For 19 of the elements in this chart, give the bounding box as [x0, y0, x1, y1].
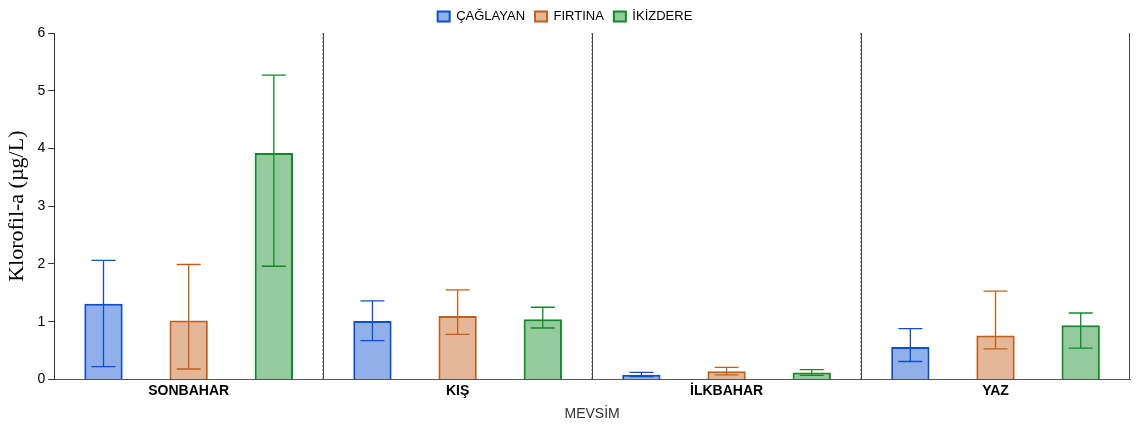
legend-label: FIRTINA — [553, 8, 605, 24]
x-tick-label: SONBAHAR — [148, 381, 230, 398]
x-tick-label: YAZ — [982, 381, 1010, 398]
y-tick-label: 2 — [37, 254, 46, 271]
y-tick-label: 3 — [37, 197, 46, 214]
y-tick-label: 5 — [37, 81, 46, 98]
x-tick-label: KIŞ — [445, 381, 470, 398]
bar — [792, 372, 831, 379]
x-axis-title: MEVSİM — [564, 404, 620, 422]
legend-label: ÇAĞLAYAN — [456, 8, 526, 24]
bar — [707, 371, 746, 379]
y-tick-label: 4 — [37, 139, 46, 156]
legend-label: İKİZDERE — [632, 8, 693, 24]
x-tick-label: İLKBAHAR — [690, 381, 764, 398]
y-axis-title: Klorofil-a (µg/L) — [2, 130, 28, 282]
y-tick-label: 0 — [37, 370, 46, 387]
y-tick-label: 6 — [37, 23, 46, 40]
y-tick-label: 1 — [37, 312, 46, 329]
bar — [622, 374, 661, 379]
